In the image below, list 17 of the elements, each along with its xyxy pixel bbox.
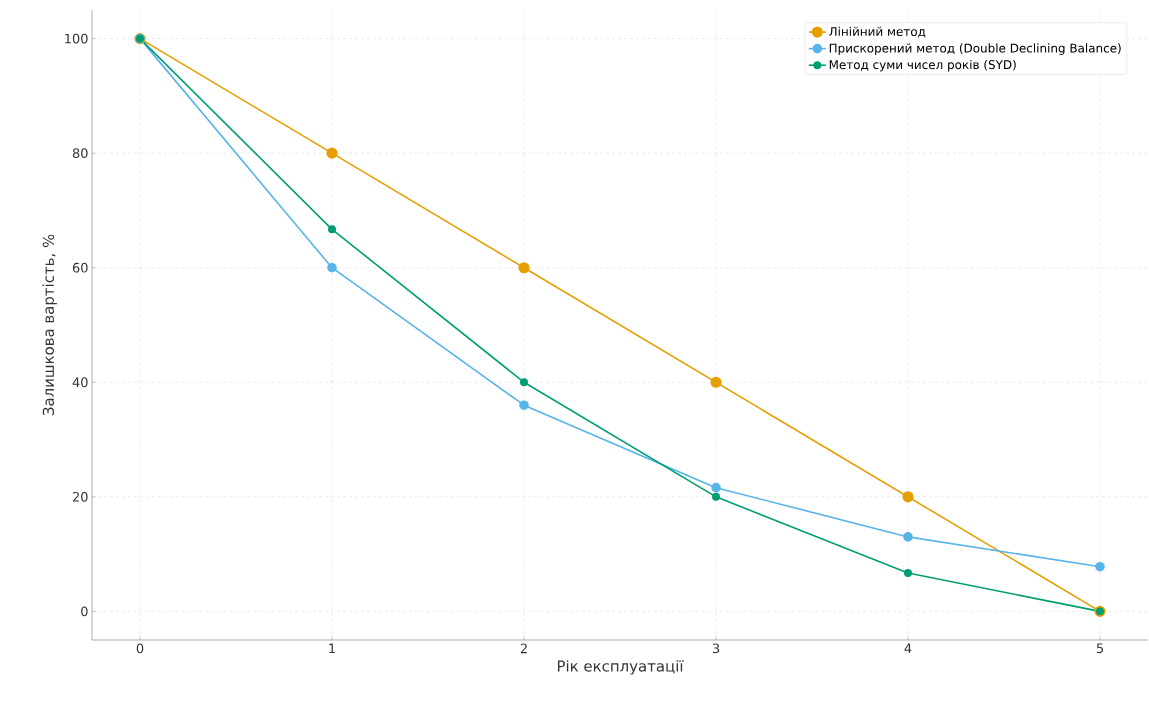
x-tick-label: 3: [712, 643, 720, 654]
x-tick-label: 0: [136, 643, 144, 654]
x-tick-label: 4: [904, 643, 912, 653]
x-tick-label: 5: [1096, 643, 1103, 654]
y-tick-label: 100: [65, 33, 88, 44]
legend-label: Лінійний метод: [829, 26, 926, 38]
x-tick-label: 1: [329, 643, 335, 653]
y-axis-title: Залишкова вартість, %: [42, 234, 57, 416]
x-axis-title: Рік експлуатації: [557, 660, 684, 675]
y-tick-label: 60: [72, 262, 88, 273]
legend-label: Прискорений метод (Double Declining Balance): [829, 43, 1121, 55]
y-tick-label: 40: [72, 377, 88, 388]
x-tick-label: 2: [520, 643, 527, 654]
legend-label: Метод суми чисел років (SYD): [829, 59, 1016, 72]
y-tick-label: 20: [72, 491, 88, 502]
y-tick-label: 80: [72, 148, 88, 159]
y-tick-label: 0: [81, 606, 88, 617]
